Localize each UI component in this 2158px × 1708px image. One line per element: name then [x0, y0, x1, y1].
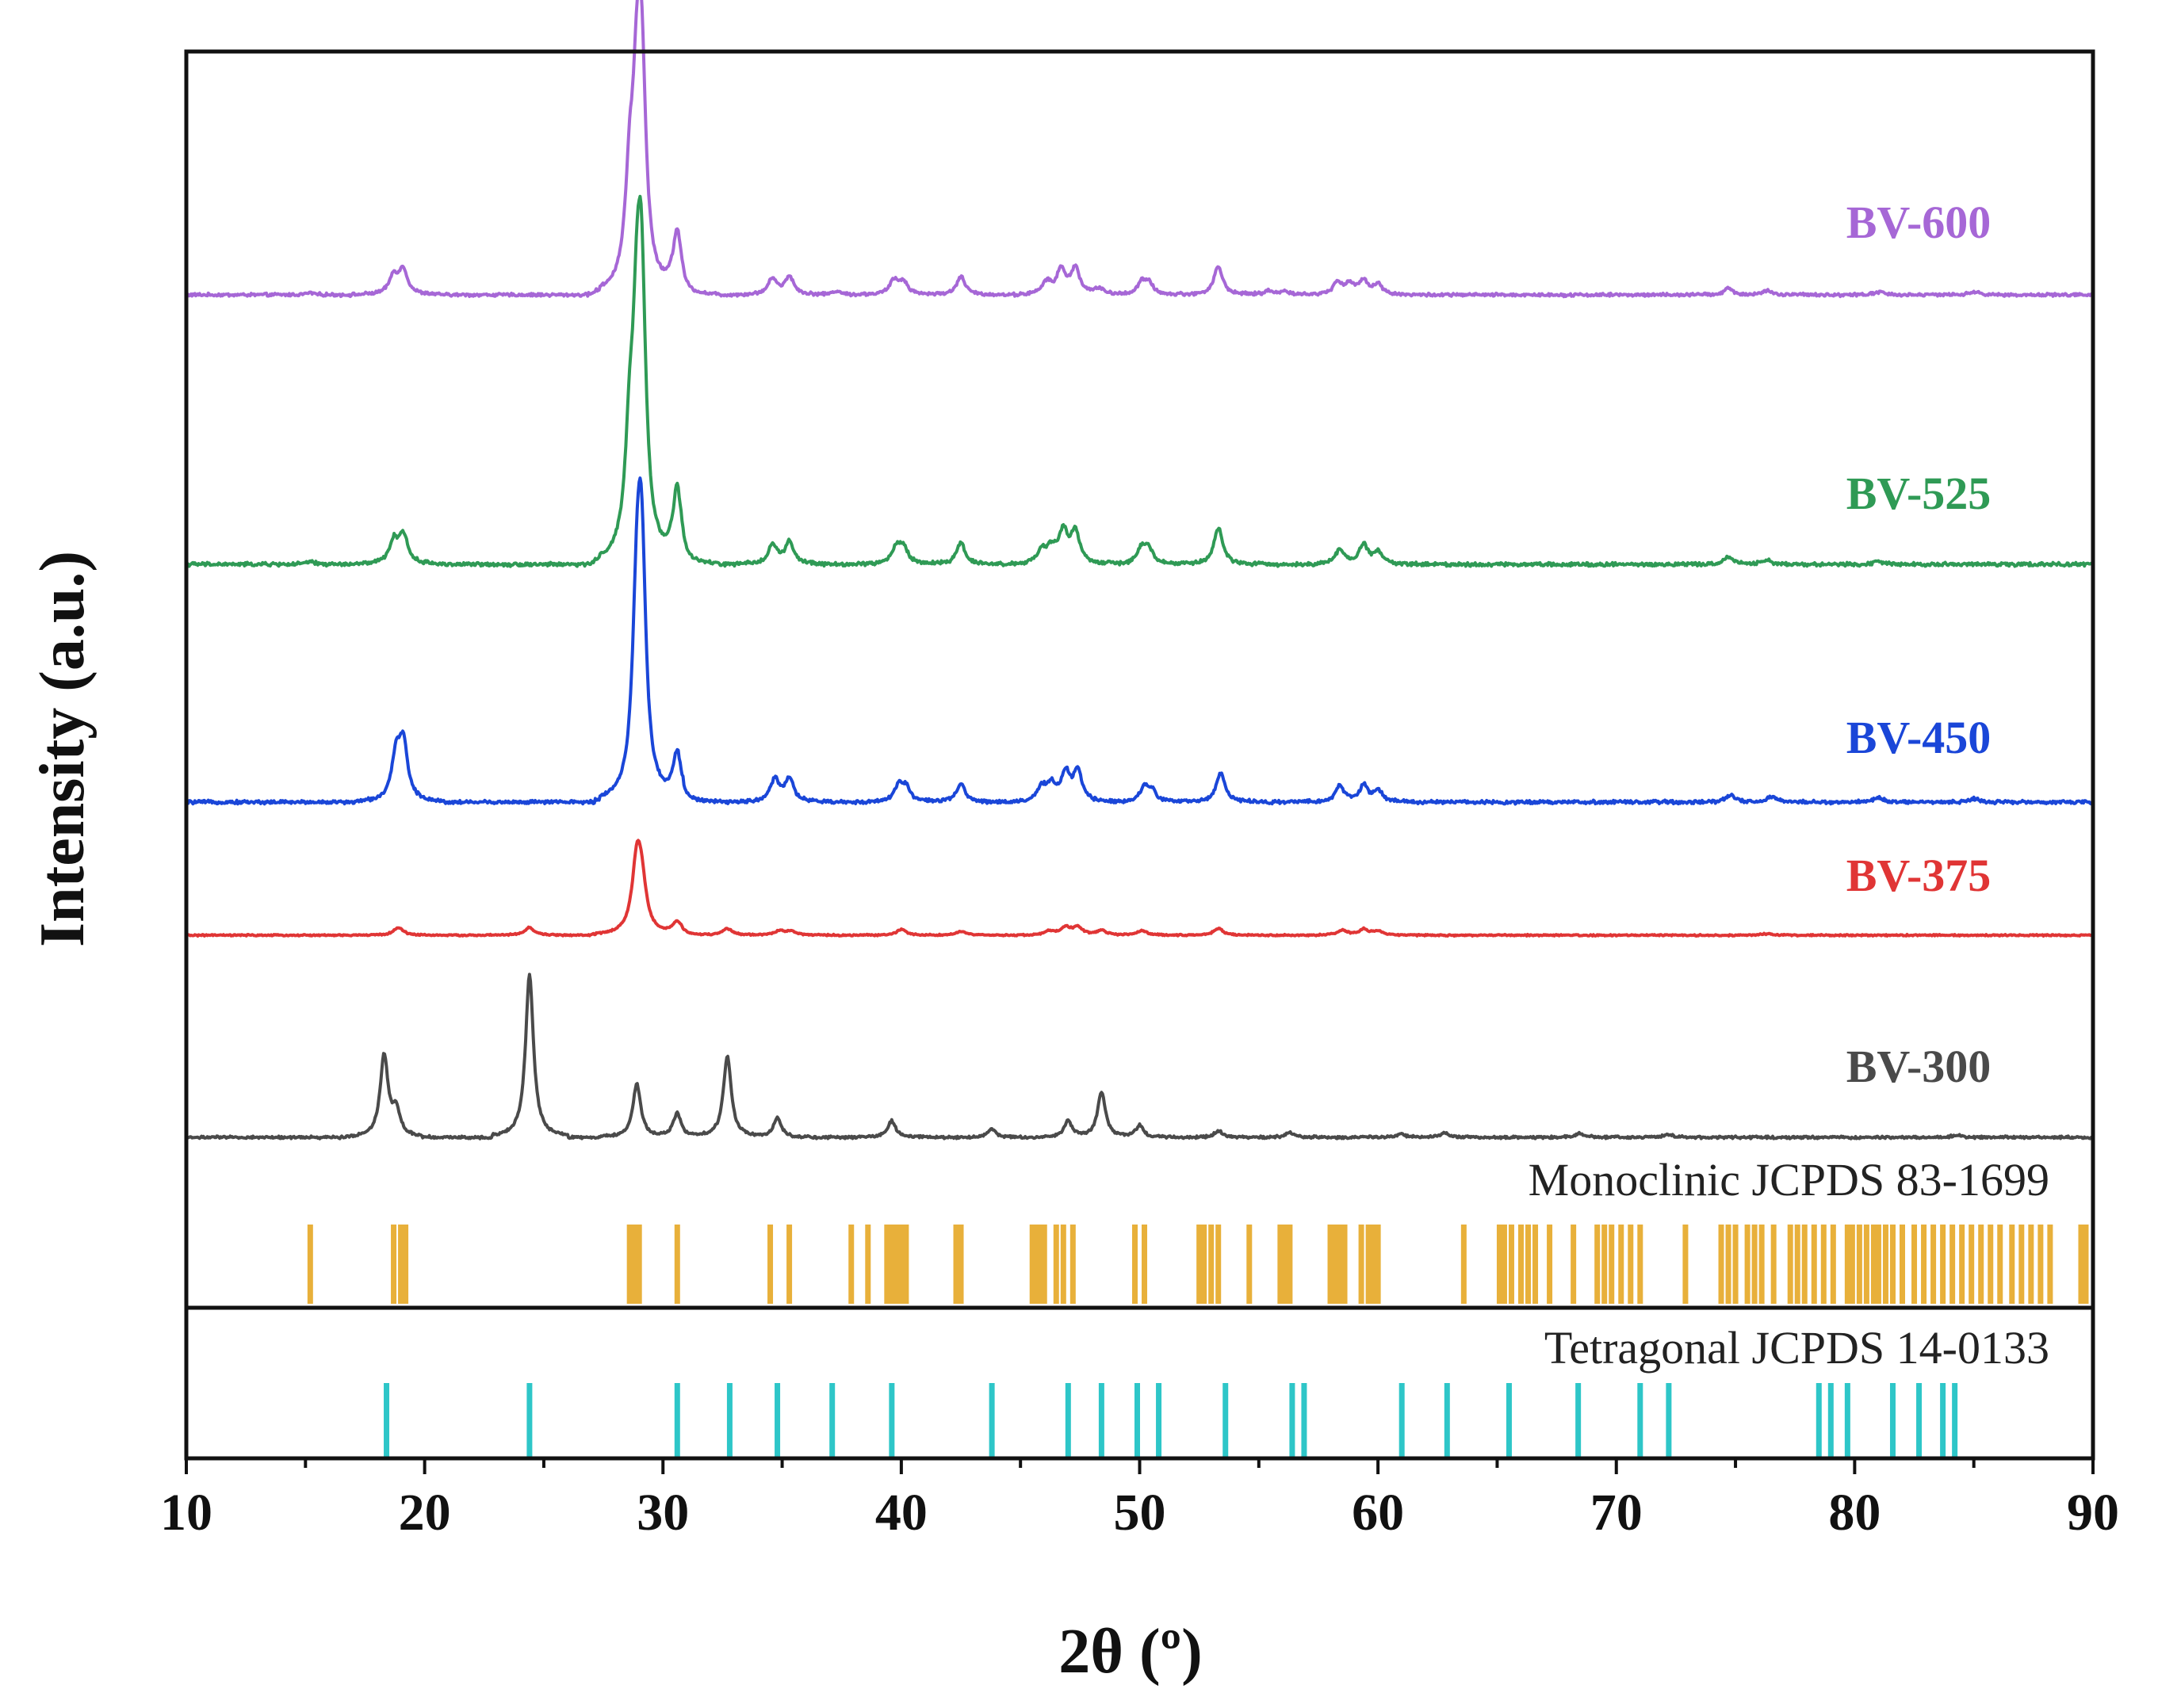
x-tick-label: 30 — [637, 1484, 689, 1542]
series-line-bv-525 — [186, 194, 2094, 568]
series-layer — [185, 0, 2095, 1141]
x-tick-label: 20 — [399, 1484, 451, 1542]
x-tick-label: 50 — [1114, 1484, 1166, 1542]
labels-layer: BV-600 BV-525 BV-450 BV-375 BV-300 Monoclinic… — [1529, 197, 2049, 1374]
reference-layer — [307, 1225, 2089, 1457]
x-tick-label: 90 — [2067, 1484, 2119, 1542]
x-tick-label: 40 — [875, 1484, 928, 1542]
series-label-bv-525: BV-525 — [1846, 468, 1992, 519]
reference-label-tetragonal: Tetragonal JCPDS 14-0133 — [1544, 1322, 2049, 1374]
y-axis-title: Intensity (a.u.) — [28, 551, 98, 947]
series-line-bv-300 — [185, 972, 2095, 1141]
series-line-bv-375 — [186, 839, 2094, 938]
reference-label-monoclinic: Monoclinic JCPDS 83-1699 — [1529, 1154, 2049, 1206]
series-label-bv-600: BV-600 — [1846, 197, 1992, 248]
x-axis-title: 2θ (º) — [1058, 1617, 1202, 1687]
x-tick-label: 10 — [160, 1484, 212, 1542]
series-label-bv-450: BV-450 — [1846, 712, 1992, 763]
series-label-bv-300: BV-300 — [1846, 1041, 1992, 1092]
series-line-bv-600 — [186, 0, 2095, 299]
x-tick-label: 70 — [1590, 1484, 1643, 1542]
series-label-bv-375: BV-375 — [1846, 850, 1992, 901]
x-tick-label: 60 — [1352, 1484, 1404, 1542]
series-line-bv-450 — [185, 476, 2094, 806]
x-tick-label: 80 — [1828, 1484, 1881, 1542]
axes-layer: 10 20 30 40 50 60 70 80 90 — [160, 49, 2119, 1542]
